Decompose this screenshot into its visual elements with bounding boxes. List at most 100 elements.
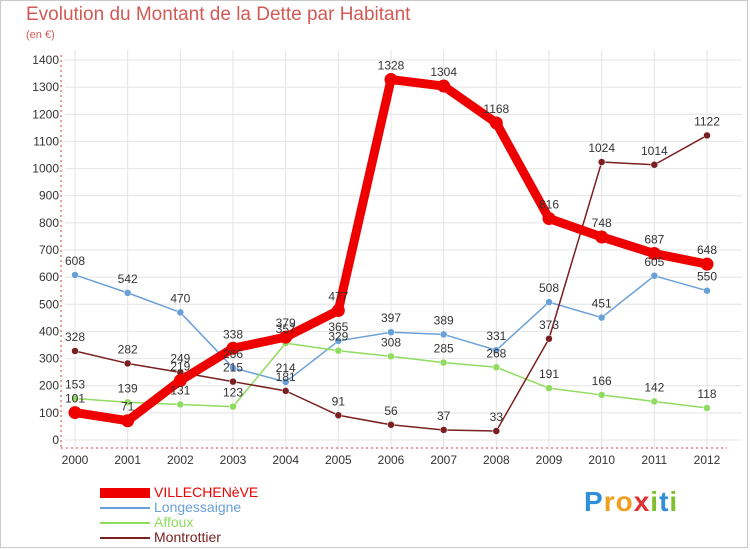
data-point — [647, 247, 661, 261]
legend-swatch — [100, 507, 150, 509]
y-tick-label: 400 — [39, 324, 59, 338]
x-tick-label: 2002 — [167, 453, 194, 467]
data-label: 56 — [384, 404, 398, 418]
data-label: 477 — [328, 290, 348, 304]
logo-letter: i — [650, 486, 660, 517]
data-label: 91 — [332, 394, 346, 408]
data-label: 142 — [644, 380, 664, 394]
data-point — [597, 158, 606, 166]
data-label: 215 — [223, 361, 243, 375]
data-label: 181 — [276, 370, 296, 384]
x-tick-label: 2003 — [220, 453, 247, 467]
data-point — [334, 337, 343, 345]
x-tick-label: 2001 — [114, 453, 141, 467]
data-label: 33 — [490, 410, 504, 424]
data-label: 1024 — [588, 141, 615, 155]
x-tick-label: 2007 — [430, 453, 457, 467]
data-label: 328 — [65, 330, 85, 344]
data-point — [123, 289, 132, 297]
data-label: 214 — [276, 361, 296, 375]
y-tick-label: 200 — [39, 379, 59, 393]
data-point — [229, 377, 237, 386]
legend-swatch — [100, 537, 150, 539]
data-point — [123, 398, 132, 407]
data-point — [437, 79, 451, 93]
data-label: 373 — [539, 318, 559, 332]
y-tick-label: 700 — [39, 243, 59, 257]
data-point — [173, 374, 187, 388]
data-label: 118 — [697, 387, 716, 401]
data-point — [489, 116, 503, 130]
logo-letter: o — [615, 486, 634, 517]
data-point — [703, 286, 711, 295]
y-tick-label: 500 — [39, 297, 59, 311]
data-label: 508 — [539, 281, 559, 295]
data-point — [229, 364, 237, 372]
data-point — [279, 330, 293, 344]
data-label: 329 — [328, 330, 348, 344]
x-tick-label: 2010 — [588, 453, 615, 467]
data-point — [545, 384, 553, 392]
data-label: 605 — [644, 255, 664, 269]
data-label: 266 — [223, 347, 243, 361]
axes: 0 100 200 300 400 500 600 700 800 900 1000 1100 1200… — [32, 53, 727, 467]
data-point — [492, 346, 501, 354]
y-tick-label: 1400 — [32, 53, 59, 67]
data-label: 1014 — [641, 144, 668, 158]
data-label: 166 — [592, 374, 612, 388]
data-point — [597, 313, 606, 322]
data-label: 389 — [434, 313, 454, 327]
data-point — [387, 328, 395, 336]
data-point — [542, 212, 556, 226]
data-point — [229, 402, 237, 411]
legend-swatch — [100, 488, 150, 498]
legend-swatch — [100, 522, 150, 524]
data-label: 37 — [437, 409, 451, 423]
x-tick-label: 2004 — [272, 453, 299, 467]
y-tick-label: 300 — [39, 352, 59, 366]
proxiti-logo: Proxiti — [584, 486, 678, 518]
y-tick-label: 100 — [39, 406, 59, 420]
data-point — [492, 363, 501, 372]
x-tick-label: 2005 — [325, 453, 352, 467]
data-point — [121, 414, 135, 428]
data-point — [595, 230, 609, 244]
logo-letter: P — [584, 486, 604, 517]
data-point — [334, 346, 343, 355]
data-point — [650, 161, 659, 169]
x-tick-label: 2006 — [378, 453, 405, 467]
data-point — [439, 358, 448, 367]
data-label: 338 — [223, 327, 243, 341]
data-label: 687 — [644, 233, 664, 247]
data-label: 365 — [328, 320, 348, 334]
data-point — [650, 397, 659, 406]
data-point — [281, 387, 290, 395]
x-tick-label: 2008 — [483, 453, 510, 467]
logo-letter: r — [603, 486, 616, 517]
y-tick-label: 0 — [52, 433, 59, 447]
data-point — [71, 271, 79, 279]
data-point — [71, 347, 79, 355]
data-label: 1328 — [378, 59, 405, 73]
data-label: 1122 — [694, 114, 720, 128]
y-tick-label: 1100 — [33, 134, 59, 148]
data-label: 608 — [65, 254, 85, 268]
data-label: 397 — [381, 311, 401, 325]
data-point — [384, 73, 398, 87]
data-label: 308 — [381, 335, 401, 349]
data-point — [281, 378, 290, 386]
data-point — [703, 131, 711, 140]
series-layer — [68, 73, 714, 435]
data-point — [71, 394, 79, 403]
data-point — [545, 298, 553, 306]
logo-letter: i — [669, 486, 679, 517]
legend-label: Longessaigne — [154, 499, 242, 515]
data-label: 191 — [539, 367, 559, 381]
data-label: 153 — [65, 377, 85, 391]
x-tick-label: 2012 — [694, 453, 721, 467]
data-label: 379 — [276, 316, 296, 330]
data-label: 131 — [170, 383, 190, 397]
data-label: 542 — [118, 272, 138, 286]
